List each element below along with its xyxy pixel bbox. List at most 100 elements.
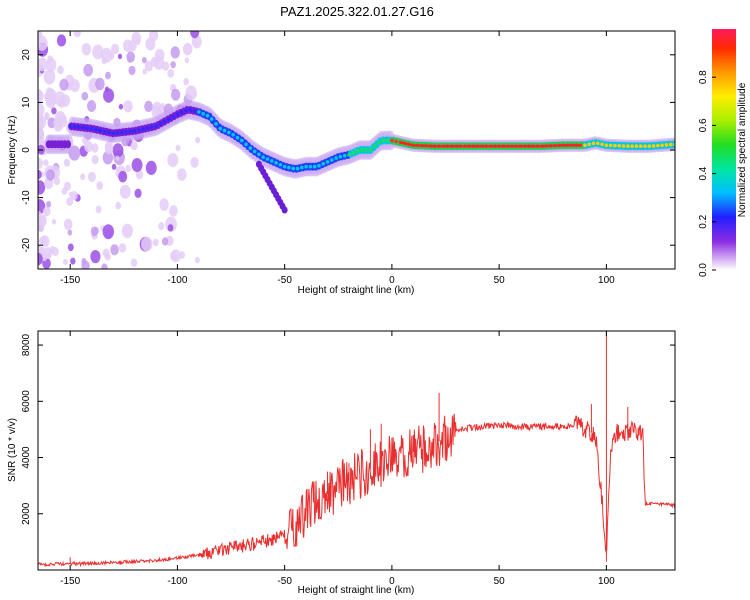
spectrogram-ridge-core	[124, 130, 128, 134]
spectrogram-ridge-core	[364, 148, 368, 152]
spectrogram-ridge-core	[287, 165, 291, 170]
spectrogram-noise-blob	[131, 157, 143, 173]
spectrogram-ridge-peak	[498, 144, 504, 148]
spectrogram-noise-blob	[73, 31, 81, 38]
spectrogram-ridge-band	[65, 140, 72, 149]
snr-xtick-label: -150	[60, 576, 80, 587]
spectrogram-noise-blob	[182, 42, 193, 56]
spectrogram-noise-blob	[45, 92, 56, 106]
spectrogram-ridge-core	[638, 144, 643, 148]
snr-axes: -150 -100 -50 0 50 100 2000 4000 6000 8000	[21, 331, 675, 587]
spectrogram-ridge-peak	[421, 144, 427, 147]
spectrogram-noise-blob	[56, 34, 67, 47]
spectrogram-noise-blob	[175, 144, 181, 152]
spectrogram-ridge-core	[115, 131, 120, 135]
spectrogram-ridge-core	[368, 148, 373, 152]
spectrogram-ridge-peak	[443, 144, 449, 148]
spectrogram-ridge-core	[192, 109, 197, 113]
spectrogram-ridge-core	[325, 160, 330, 164]
spectrogram-noise-blob	[126, 51, 136, 63]
spectrogram-noise-blob	[51, 219, 57, 225]
spectrogram-ridge-peak	[545, 144, 551, 148]
spectrogram-noise-blob	[63, 218, 73, 231]
spectrogram-ridge-core	[587, 142, 592, 147]
snr-ylabel: SNR (10 * v/v)	[7, 418, 18, 482]
spectrogram-noise-blob	[158, 222, 165, 231]
spectrogram-ridge-core	[608, 143, 613, 148]
spectrogram-ridge-core	[634, 144, 639, 148]
spectrogram-noise-blob	[63, 258, 68, 265]
spectrogram-ridge-core	[377, 140, 381, 145]
spectrogram-noise-blob	[154, 48, 165, 62]
snr-ytick-label: 6000	[21, 390, 32, 413]
spectrogram-noise-blob	[195, 136, 201, 144]
spectrogram-ridge-core	[385, 138, 390, 143]
spectrogram-ridge-peak	[563, 144, 569, 147]
spectrogram-ridge-peak	[473, 144, 479, 148]
spectrogram-ridge-peak	[571, 144, 577, 147]
colorbar-tick-label: 0.8	[698, 70, 709, 84]
spectrogram-noise-blob	[38, 224, 45, 233]
spectrogram-ridge-peak	[425, 144, 431, 148]
spectrogram-ridge-core	[394, 139, 398, 144]
spectrogram-noise-blob	[87, 171, 96, 183]
spectrogram-ridge-core	[235, 135, 240, 140]
spectrogram-ridge-core	[269, 159, 274, 163]
spectrogram-noise-blob	[161, 61, 170, 71]
spectrogram-ridge-core	[360, 148, 364, 152]
spectrogram-ridge-core	[239, 138, 244, 143]
spectrogram-ridge-core	[227, 130, 231, 135]
spectrogram-ridge-peak	[412, 144, 418, 147]
snr-xtick-label: 100	[598, 576, 615, 587]
spectrogram-noise-blob	[38, 236, 47, 246]
spectrogram-noise-blob	[112, 143, 124, 158]
spectrogram-ridge-core	[338, 154, 343, 159]
spectrogram-noise-blob	[38, 214, 41, 221]
spectrogram-ridge-core	[197, 110, 201, 114]
spectrogram-ridge-core	[647, 144, 652, 148]
spectrogram-noise-blob	[45, 114, 50, 121]
spectrogram-noise-blob	[95, 77, 105, 91]
spectrogram-ridge-core	[128, 129, 133, 134]
spectrogram-ridge-core	[355, 149, 360, 153]
spectrogram-noise-blob	[91, 154, 99, 165]
spectrogram-ridge-core	[222, 128, 227, 133]
spectrogram-noise-blob	[43, 159, 49, 167]
spectrogram-noise-blob	[130, 258, 138, 267]
spectrogram-noise-blob	[167, 68, 175, 78]
spectrogram-ridge-core	[334, 156, 338, 160]
spectrogram-ridge-core	[651, 144, 656, 148]
spectrogram-noise-blob	[82, 137, 88, 145]
spectrogram-noise-blob	[66, 197, 74, 206]
spectrogram-ridge-core	[295, 166, 300, 171]
spectrogram-noise-blob	[134, 188, 142, 198]
spectrogram-noise-blob	[118, 103, 124, 110]
spectrogram-noise-blob	[84, 140, 93, 153]
spectrogram-noise-blob	[79, 173, 86, 181]
spectrogram-ridge-peak	[494, 144, 500, 148]
spectrogram-noise-blob	[46, 200, 52, 208]
colorbar-gradient	[712, 29, 736, 270]
spectrogram-ridge-peak	[438, 144, 444, 148]
spectrogram-ridge-peak	[434, 144, 440, 148]
spectrogram-ridge-core	[231, 132, 235, 137]
spectrogram-noise-blob	[92, 44, 104, 60]
spectrogram-ridge-core	[643, 144, 647, 148]
spectrogram-ridge-core	[308, 164, 313, 169]
spectrogram-noise-blob	[128, 65, 136, 76]
spectrogram-noise-blob	[46, 169, 55, 181]
snr-xtick-label: 50	[494, 576, 506, 587]
spectrogram-noise-blob	[135, 169, 144, 180]
snr-series-line	[38, 331, 675, 568]
spectrogram-noise-blob	[42, 206, 51, 217]
spectrogram-noise-blob	[176, 168, 187, 181]
spectrogram-noise-blob	[70, 190, 78, 201]
spectrogram-ridge-core	[347, 152, 351, 157]
spectrogram-noise-blob	[169, 205, 178, 217]
spectrogram-ridge-core	[98, 128, 102, 133]
spectrogram-noise-blob	[135, 39, 141, 45]
colorbar-tick-label: 0.2	[698, 214, 709, 228]
